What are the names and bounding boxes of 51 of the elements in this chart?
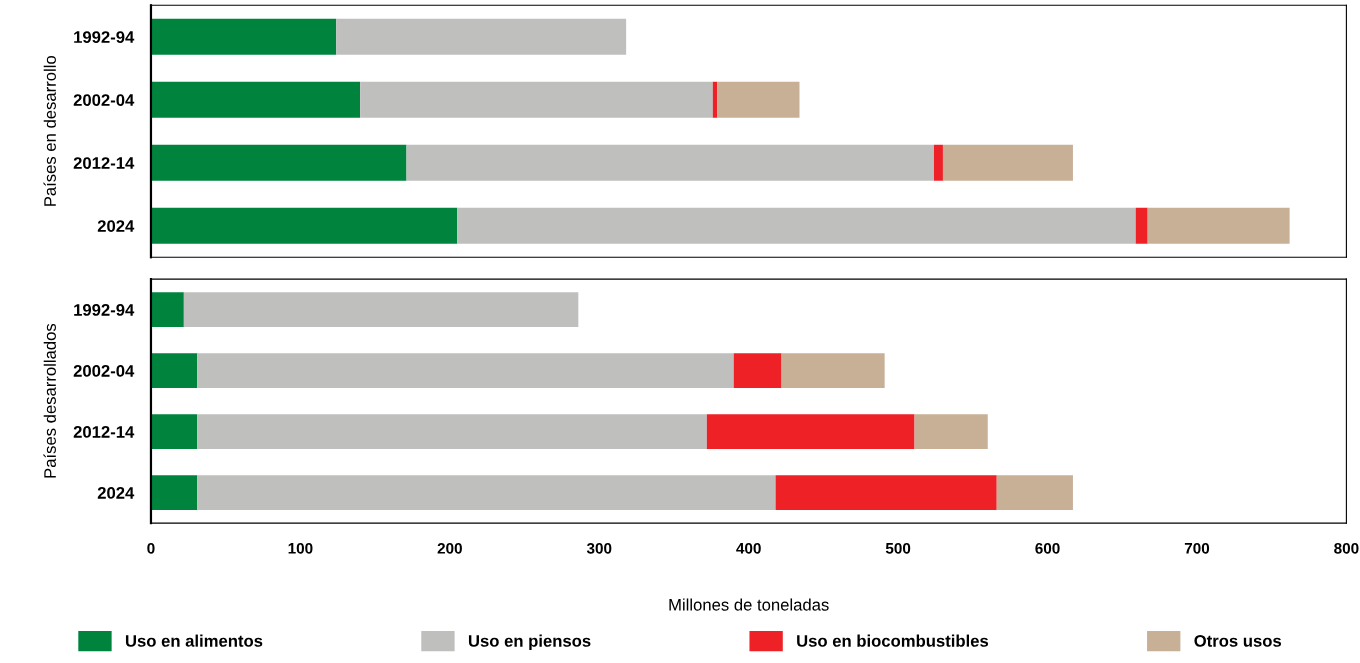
bar <box>150 18 337 55</box>
x-tick-label: 600 <box>1035 542 1060 554</box>
bar <box>914 414 988 449</box>
bar <box>933 144 943 181</box>
legend-label: Uso en biocombustibles <box>797 634 989 647</box>
bar <box>996 475 1073 510</box>
y-tick-label: 2002-04 <box>73 365 135 377</box>
y-tick-label: 2024 <box>97 220 135 232</box>
bar <box>150 144 407 181</box>
bar <box>150 353 198 388</box>
bar <box>150 81 361 118</box>
x-tick-label: 300 <box>586 542 612 554</box>
bar <box>150 414 198 449</box>
bar <box>781 353 885 388</box>
y-tick-label: 2002-04 <box>73 94 135 106</box>
legend-label: Uso en alimentos <box>125 634 263 647</box>
bar <box>406 144 934 181</box>
y-tick-label: 2012-14 <box>73 157 135 169</box>
bar <box>457 207 1136 244</box>
legend-label: Uso en piensos <box>468 634 591 651</box>
bar <box>150 292 184 327</box>
y-tick-label: 2024 <box>97 487 135 499</box>
x-tick-label: 200 <box>437 542 462 554</box>
x-tick-label: 800 <box>1334 542 1359 554</box>
bar <box>706 414 915 449</box>
bar <box>717 81 800 118</box>
x-tick-label: 100 <box>288 542 313 554</box>
bar <box>197 414 707 449</box>
x-tick-label: 500 <box>885 542 911 554</box>
x-tick-label: 0 <box>147 542 155 554</box>
bar <box>1147 207 1290 244</box>
y-tick-label: 1992-94 <box>74 31 135 43</box>
y-tick-label: 1992-94 <box>74 304 135 316</box>
bar <box>150 207 458 244</box>
x-tick-label: 700 <box>1184 542 1210 554</box>
legend-label: Otros usos <box>1194 635 1282 647</box>
bar <box>360 81 713 118</box>
y-tick-label: 2012-14 <box>73 426 135 438</box>
y-axis-title: Países en desarrollo <box>43 56 56 206</box>
y-axis-title: Países desarrollados <box>43 323 56 478</box>
bar <box>1135 207 1148 244</box>
x-axis-title: Millones de toneladas <box>669 598 829 611</box>
bar <box>183 292 579 327</box>
bar <box>775 475 997 510</box>
bar <box>150 475 198 510</box>
bar <box>942 144 1073 181</box>
bar <box>197 353 734 388</box>
bar <box>733 353 782 388</box>
bar <box>336 18 627 55</box>
bar <box>197 475 776 510</box>
x-tick-label: 400 <box>736 542 761 554</box>
